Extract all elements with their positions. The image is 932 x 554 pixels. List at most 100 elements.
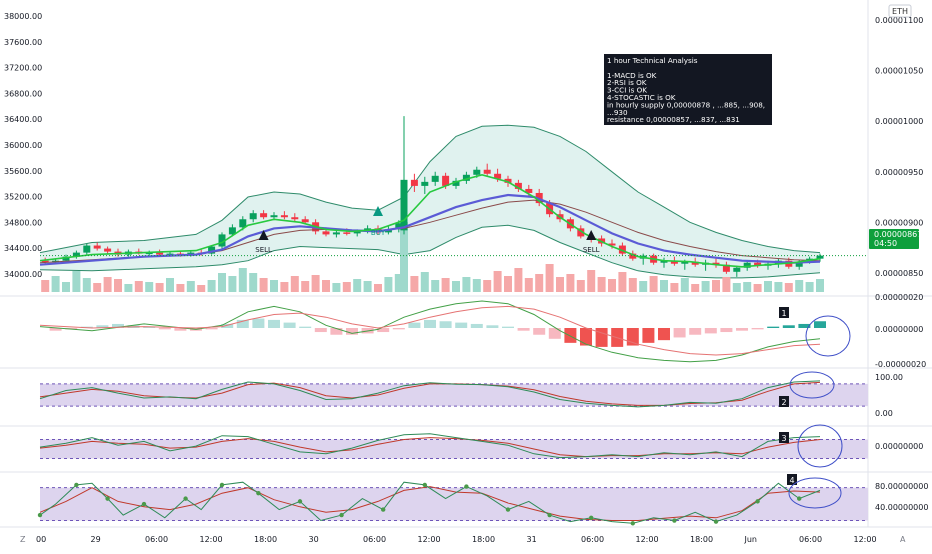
volume-bar bbox=[155, 283, 164, 292]
time-axis[interactable]: 00 29 06:00 12:00 18:00 30 06:00 12:00 18:00 31 06… bbox=[36, 535, 877, 544]
cci-panel[interactable] bbox=[39, 433, 868, 459]
macd-histogram-bar bbox=[798, 323, 811, 328]
volume-bar bbox=[504, 276, 512, 292]
price-panel[interactable] bbox=[39, 116, 868, 292]
symbol-badge[interactable]: ETH bbox=[892, 7, 908, 16]
candle-body bbox=[504, 178, 512, 183]
candle-body bbox=[322, 231, 330, 235]
volume-bar bbox=[753, 284, 762, 292]
volume-bar bbox=[363, 281, 372, 292]
volume-bar bbox=[566, 274, 575, 292]
right-price-axis[interactable]: 0.00001100 0.00001050 0.00001000 0.00000950… bbox=[875, 16, 928, 512]
candle-body bbox=[681, 261, 689, 264]
time-axis-tick: 06:00 bbox=[799, 535, 822, 544]
macd-histogram-bar bbox=[580, 328, 592, 346]
candle-body bbox=[270, 215, 278, 218]
stochastic-panel[interactable] bbox=[37, 481, 868, 526]
panel-badge-box bbox=[779, 307, 789, 318]
macd-histogram-bar bbox=[221, 323, 234, 328]
volume-bar bbox=[259, 278, 268, 292]
candle-body bbox=[384, 229, 392, 233]
macd-histogram-bar bbox=[455, 322, 468, 328]
macd-histogram-bar bbox=[96, 325, 109, 328]
volume-bar bbox=[207, 280, 216, 292]
macd-histogram-bar bbox=[689, 328, 702, 335]
macd-histogram-bar bbox=[517, 328, 530, 331]
stochastic-dot bbox=[672, 518, 677, 523]
volume-bar bbox=[784, 283, 793, 292]
macd-line bbox=[39, 300, 821, 363]
volume-bar bbox=[712, 280, 720, 292]
oscillator-line-slow bbox=[39, 437, 821, 458]
volume-bar bbox=[218, 273, 226, 292]
corner-label-right[interactable]: A bbox=[900, 535, 906, 544]
macd-signal-line bbox=[39, 305, 821, 356]
left-axis-tick: 37600.00 bbox=[4, 38, 42, 47]
volume-bar bbox=[394, 274, 403, 292]
ema-fast-line bbox=[39, 173, 821, 268]
signal-arrow bbox=[586, 230, 597, 240]
stochastic-dot bbox=[422, 482, 427, 488]
time-axis-tick: 12:00 bbox=[200, 535, 223, 544]
stochastic-dot bbox=[297, 499, 303, 504]
volume-bar bbox=[722, 277, 731, 292]
right-axis-tick: 0.00000900 bbox=[875, 218, 923, 227]
volume-bar bbox=[597, 277, 606, 292]
volume-bar bbox=[431, 280, 440, 292]
volume-bar bbox=[311, 275, 320, 292]
candle-body bbox=[301, 219, 309, 223]
macd-histogram-bar bbox=[642, 328, 655, 343]
time-axis-tick: 06:00 bbox=[145, 535, 168, 544]
volume-bar bbox=[145, 282, 154, 292]
svg-text:1 hour Technical Analysis 1-MA: 1 hour Technical Analysis 1-MACD is OK 2-… bbox=[607, 56, 765, 124]
volume-bar bbox=[374, 284, 382, 292]
oscillator-axis-tick: 0.00000000 bbox=[875, 442, 923, 451]
corner-label-left[interactable]: Z bbox=[20, 535, 26, 544]
candle-body bbox=[249, 213, 257, 220]
macd-panel[interactable] bbox=[39, 300, 826, 363]
oscillator-line-slow bbox=[39, 486, 821, 521]
signal-arrow bbox=[373, 206, 383, 216]
panel-badge: 2 bbox=[781, 398, 786, 407]
candle-body bbox=[743, 262, 751, 268]
volume-bar bbox=[462, 277, 471, 292]
stochastic-dot bbox=[797, 496, 802, 501]
macd-histogram-bar bbox=[158, 328, 171, 330]
volume-bar bbox=[628, 278, 637, 292]
stochastic-dot bbox=[74, 482, 79, 488]
volume-bar bbox=[618, 272, 627, 292]
panel-badge-box bbox=[779, 432, 789, 443]
candle-body bbox=[72, 252, 80, 257]
rsi-panel[interactable] bbox=[39, 380, 868, 408]
macd-histogram-bar bbox=[673, 328, 686, 338]
candle-body bbox=[431, 175, 439, 182]
macd-axis-tick: -0.00000020 bbox=[875, 360, 926, 369]
left-axis-tick: 34400.00 bbox=[4, 244, 42, 253]
right-axis-tick: 0.00000850 bbox=[875, 269, 923, 278]
stochastic-dot bbox=[141, 501, 147, 507]
candle-body bbox=[618, 245, 626, 254]
macd-histogram-bar bbox=[486, 325, 499, 328]
macd-histogram-bar bbox=[736, 328, 748, 331]
candle-body bbox=[514, 182, 522, 189]
panel-badge: 4 bbox=[789, 476, 794, 485]
candle-body bbox=[156, 252, 164, 255]
candle-body bbox=[166, 253, 174, 256]
volume-bar bbox=[124, 284, 133, 292]
macd-histogram-bar bbox=[751, 328, 764, 330]
candle-body bbox=[239, 219, 247, 228]
macd-histogram-bar bbox=[470, 323, 483, 328]
candle-body bbox=[145, 252, 153, 255]
volume-bar bbox=[816, 279, 824, 292]
info-line: ...930 bbox=[607, 108, 628, 117]
panel-badge-box bbox=[787, 474, 797, 485]
oscillator-band bbox=[40, 487, 868, 521]
candle-body bbox=[260, 213, 268, 218]
macd-histogram-bar bbox=[236, 319, 249, 328]
candle-body bbox=[691, 261, 699, 265]
volume-bar bbox=[290, 276, 299, 292]
candle-body bbox=[395, 223, 403, 230]
candle-body bbox=[62, 256, 70, 261]
panel-badge: 3 bbox=[781, 434, 786, 443]
